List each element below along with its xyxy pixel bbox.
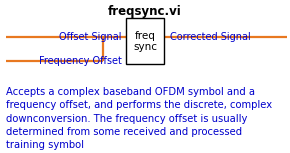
Text: freqsync.vi: freqsync.vi bbox=[108, 5, 182, 18]
Text: Corrected Signal: Corrected Signal bbox=[170, 32, 250, 42]
Text: freq
sync: freq sync bbox=[133, 30, 157, 52]
Text: Frequency Offset: Frequency Offset bbox=[39, 56, 122, 66]
Text: Accepts a complex baseband OFDM symbol and a
frequency offset, and performs the : Accepts a complex baseband OFDM symbol a… bbox=[6, 87, 272, 150]
Text: Offset Signal: Offset Signal bbox=[59, 32, 122, 42]
Bar bbox=[126, 18, 164, 64]
